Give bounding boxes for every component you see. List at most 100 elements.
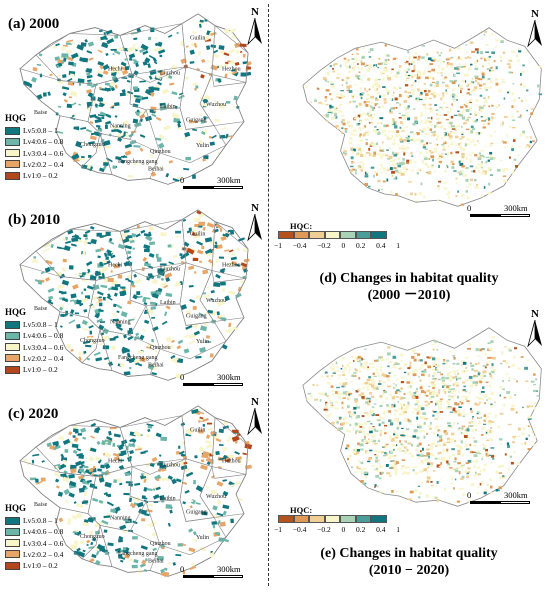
city-label: Guilin xyxy=(190,231,205,237)
legend-item: Lv5:0.8 – 1 xyxy=(5,515,63,526)
legend-swatch xyxy=(5,527,20,536)
city-label: Hezhou xyxy=(222,263,241,269)
habitat-map-2010: Guilin Hezhou Hechi Liuzhou Baise Laibin Wuzho… xyxy=(19,209,250,381)
legend-item: Lv1:0 – 0.2 xyxy=(5,364,63,375)
hqc-swatch xyxy=(309,231,325,239)
legend-item: Lv3:0.4 – 0.6 xyxy=(5,538,63,549)
city-label: Laibin xyxy=(160,300,176,306)
legend-item: Lv2:0.2 – 0.4 xyxy=(5,353,63,364)
hqc-swatch xyxy=(309,515,325,523)
hqc-swatch xyxy=(371,231,387,239)
hqc-swatch xyxy=(324,515,340,523)
hqg-legend: HQG Lv5:0.8 – 1 Lv4:0.6 – 0.8 Lv3:0.4 – … xyxy=(5,307,64,375)
city-label: Fangcheng gang xyxy=(118,551,158,557)
hqc-swatch xyxy=(293,231,309,239)
hqg-legend-title: HQG xyxy=(5,113,27,123)
north-arrow: N xyxy=(244,202,266,247)
city-label: Yulin xyxy=(196,143,209,149)
city-label: Beihai xyxy=(148,167,164,173)
legend-item: Lv4:0.6 – 0.8 xyxy=(5,330,63,341)
legend-item: Lv5:0.8 – 1 xyxy=(5,125,63,136)
panel-title-2020: (c) 2020 xyxy=(8,406,59,422)
north-arrow: N xyxy=(524,8,546,53)
legend-item: Lv4:0.6 – 0.8 xyxy=(5,136,63,147)
legend-swatch xyxy=(5,149,20,158)
city-label: Qinzhou xyxy=(150,541,171,547)
legend-swatch xyxy=(5,126,20,135)
hqc-swatch xyxy=(371,515,387,523)
legend-item: Lv1:0 – 0.2 xyxy=(5,560,63,571)
north-arrow: N xyxy=(244,396,266,441)
change-panel-d: N 0 300km HQC: −1 −0.4 −0.2 0 0.2 0.4 1 (d) Ch… xyxy=(272,0,550,310)
city-label: Guilin xyxy=(190,35,205,41)
hqc-swatch xyxy=(293,515,309,523)
city-label: Nanning xyxy=(110,320,131,326)
city-label: Chongzuo xyxy=(80,338,105,344)
city-label: Guigang xyxy=(186,510,207,516)
city-label: Fangcheng gang xyxy=(118,159,158,165)
hqc-swatch xyxy=(278,515,294,523)
legend-item: Lv4:0.6 – 0.8 xyxy=(5,526,63,537)
city-label: Laibin xyxy=(160,496,176,502)
map-panel-2020: (c) 2020 Guilin Hezhou Hechi Liuzhou Baise La… xyxy=(0,392,265,587)
legend-item: Lv3:0.4 – 0.6 xyxy=(5,342,63,353)
city-label: Qinzhou xyxy=(150,149,171,155)
change-title-d: (d) Changes in habitat quality (2000 －20… xyxy=(319,271,499,303)
habitat-map-2020: Guilin Hezhou Hechi Liuzhou Baise Laibin Wuzho… xyxy=(19,405,253,578)
legend-swatch xyxy=(5,160,20,169)
city-label: Hezhou xyxy=(222,67,241,73)
map-panel-2010: (b) 2010 Guilin Hezhou Hechi Liuzhou Baise La… xyxy=(0,196,265,391)
legend-swatch xyxy=(5,171,20,180)
city-label: Guigang xyxy=(186,314,207,320)
city-label: Yulin xyxy=(196,535,209,541)
city-label: Beihai xyxy=(148,559,164,565)
legend-swatch xyxy=(5,550,20,559)
hqc-swatch xyxy=(278,231,294,239)
habitat-change-map-2000-2010 xyxy=(302,27,542,207)
city-label: Wuzhou xyxy=(206,102,226,108)
city-label: Baise xyxy=(34,306,48,312)
legend-swatch xyxy=(5,365,20,374)
city-label: Hechi xyxy=(108,67,123,73)
hqc-swatch xyxy=(324,231,340,239)
hqc-legend: HQC: −1 −0.4 −0.2 0 0.2 0.4 1 xyxy=(274,221,400,250)
city-label: Fangcheng gang xyxy=(118,355,158,361)
panel-title-2010: (b) 2010 xyxy=(8,212,61,228)
legend-item: Lv2:0.2 – 0.4 xyxy=(5,549,63,560)
city-label: Liuzhou xyxy=(160,71,180,77)
hqc-swatch xyxy=(340,231,356,239)
hqc-swatch xyxy=(340,515,356,523)
city-label: Baise xyxy=(34,110,48,116)
city-label: Hechi xyxy=(108,263,123,269)
legend-swatch xyxy=(5,354,20,363)
city-label: Guigang xyxy=(186,118,207,124)
legend-item: Lv5:0.8 – 1 xyxy=(5,319,63,330)
legend-swatch xyxy=(5,320,20,329)
north-arrow: N xyxy=(244,6,266,51)
hqc-swatch xyxy=(355,515,371,523)
hqc-colorbar xyxy=(278,231,387,239)
city-label: Chongzuo xyxy=(80,142,105,148)
legend-swatch xyxy=(5,343,20,352)
column-divider xyxy=(268,4,269,586)
hqc-colorbar xyxy=(278,515,387,523)
city-label: Liuzhou xyxy=(160,267,180,273)
habitat-change-map-2010-2020 xyxy=(302,327,542,507)
legend-swatch xyxy=(5,137,20,146)
city-label: Baise xyxy=(34,502,48,508)
city-label: Hechi xyxy=(108,459,123,465)
habitat-map-2000: Guilin Hezhou Hechi Liuzhou Baise Laibin Wuzho… xyxy=(19,13,252,185)
city-label: Wuzhou xyxy=(206,298,226,304)
city-label: Nanning xyxy=(110,124,131,130)
hqg-legend: HQG Lv5:0.8 – 1 Lv4:0.6 – 0.8 Lv3:0.4 – … xyxy=(5,113,63,181)
legend-swatch xyxy=(5,516,20,525)
city-label: Laibin xyxy=(160,104,176,110)
city-label: Hezhou xyxy=(222,459,241,465)
legend-swatch xyxy=(5,331,20,340)
city-label: Wuzhou xyxy=(206,494,226,500)
map-panel-2000: (a) 2000 Guilin Hezhou Hechi Liuzhou Baise La… xyxy=(0,0,265,195)
hqc-ticks: −1 −0.4 −0.2 0 0.2 0.4 1 xyxy=(274,525,400,534)
legend-swatch xyxy=(5,561,20,570)
panel-title-2000: (a) 2000 xyxy=(8,16,60,32)
city-label: Beihai xyxy=(148,363,164,369)
